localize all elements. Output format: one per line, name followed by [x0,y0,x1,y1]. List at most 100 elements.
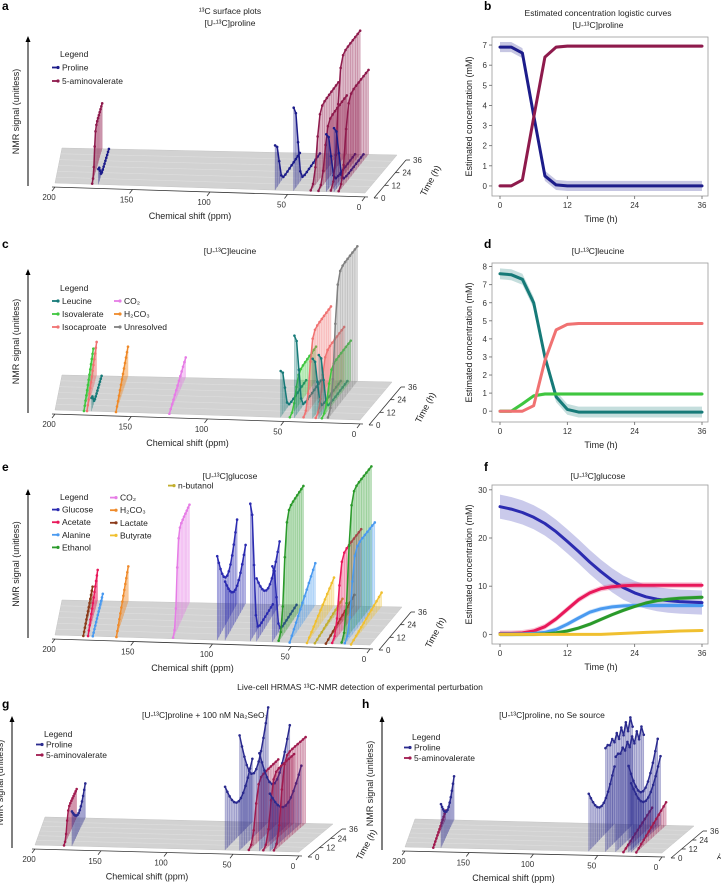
peak-point [293,497,297,500]
x-tick-label: 0 [498,649,503,658]
peak-point [90,607,94,610]
peak-point [593,803,597,807]
peak-point [254,613,258,617]
z-axis-arrowhead-icon [9,716,15,722]
peak-point [359,156,363,159]
peak-point [273,144,277,147]
peak-point [626,729,630,733]
peak-point [316,614,320,618]
peak-point [90,182,94,185]
peak-point [353,35,357,39]
x-tick [129,189,133,194]
peak-point [329,406,332,410]
peak-point [257,782,260,786]
peak-point [644,834,648,837]
curve-isocaproate [498,322,704,413]
peak-point [362,153,365,156]
peak-point [304,378,308,382]
peak-point [257,581,260,584]
peak-point [95,340,98,344]
legend-label: Isovalerate [62,309,104,319]
peak-point [355,534,358,537]
peak-point [285,618,288,622]
peak-point [302,402,305,406]
peak-point [345,601,348,605]
peak-ribbon-h-co- [114,345,130,414]
peak-point [243,755,246,758]
x-axis-label: Time (h) [584,662,617,672]
peak-point [440,821,443,825]
peak-point [328,344,332,348]
peak-point [301,364,305,367]
floor-gridline [58,165,382,175]
peak-point [351,580,354,583]
legend-marker-dot [114,521,118,525]
panel-title: [U-¹³C]proline, no Se source [499,710,605,720]
peak-point [337,189,340,193]
peak-point [313,641,317,645]
peak-point [646,813,649,817]
peak-point [303,594,306,598]
peak-point [608,782,612,786]
time-tick-label: 36 [710,827,719,836]
legend-item: 5-aminovalerate [52,76,123,86]
peak-point [283,762,286,766]
peak-point [343,97,346,100]
peak-point [366,530,369,534]
y-tick-label: 20 [478,534,487,543]
peak-point [622,850,625,854]
peak-point [362,474,366,478]
peak-point [341,613,344,617]
peak-ribbon-5-aminovalerate [622,806,654,854]
x-axis-label: Chemical shift (ppm) [146,438,229,448]
peak-point [120,378,124,381]
peak-point [330,368,333,371]
peak-point [217,561,221,565]
peak-point [272,778,275,781]
peak-point [350,503,353,507]
confidence-band-proline [500,42,702,191]
x-tick-label: 0 [498,201,503,210]
peak-point [338,601,342,604]
peak-point [377,595,381,599]
peak-point [316,135,319,138]
y-axis-label: Estimated concentration (mM) [464,504,474,624]
panel-title: [U-¹³C]leucine [204,246,257,256]
peak-point [225,574,229,577]
peak-point [330,90,333,93]
peak-point [644,799,648,803]
peak-point [272,849,276,852]
y-tick-label: 5 [483,317,488,326]
peak-point [637,789,640,792]
peak-point [649,826,653,829]
peak-fill [98,149,109,185]
peak-point [93,590,96,594]
peak-point [347,544,351,548]
peak-ribbon-glucose [223,543,247,641]
y-tick-label: 1 [483,162,488,171]
peak-point [240,745,244,748]
peak-point [634,785,638,788]
peak-point [325,592,329,596]
peak-point [323,356,327,359]
peak-point [332,576,336,579]
x-tick-label: 0 [654,863,659,872]
peak-ribbon-unresolved [326,244,359,419]
peak-point [347,102,350,105]
peak-point [283,622,286,625]
peak-point [82,409,86,413]
peak-point [269,765,273,768]
peak-point [123,361,127,365]
peak-fill [338,69,369,193]
peak-point [630,735,634,738]
peak-point [367,612,371,616]
peak-ribbon-isocaproate [302,305,333,419]
peak-point [294,782,298,785]
x-tick [401,850,406,856]
peak-point [632,787,635,791]
peak-point [178,374,182,378]
peak-point [309,189,313,192]
x-tick [206,191,211,197]
floor-gridline [41,826,322,834]
peak-point [295,339,298,343]
